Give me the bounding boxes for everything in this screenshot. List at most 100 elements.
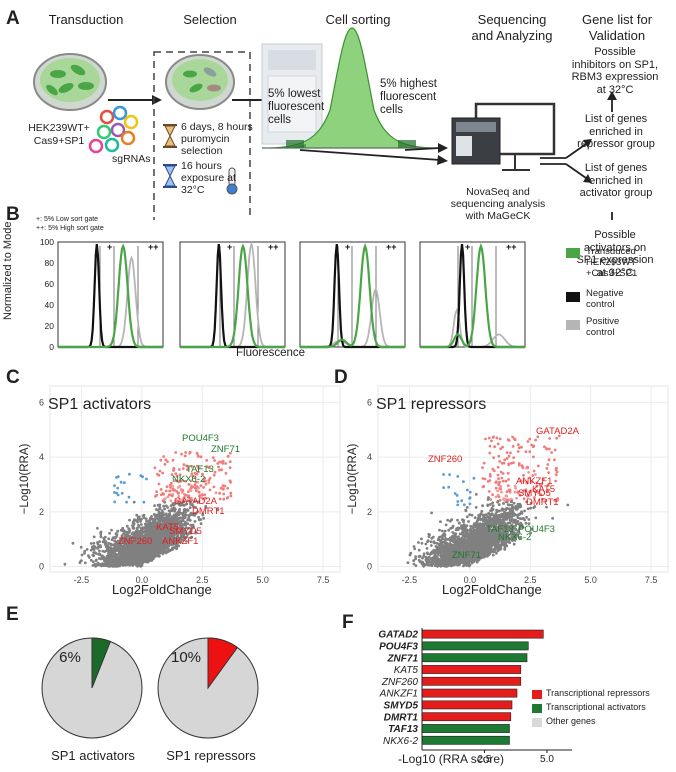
data-point xyxy=(427,532,431,536)
data-point xyxy=(162,492,166,496)
negative-control-curve xyxy=(180,243,285,349)
data-point xyxy=(113,484,116,487)
data-point xyxy=(523,509,526,513)
data-point xyxy=(142,516,146,520)
data-point xyxy=(87,554,90,558)
data-point xyxy=(507,525,511,528)
data-point xyxy=(168,483,172,487)
data-point xyxy=(129,538,133,541)
data-point xyxy=(92,551,96,555)
data-point xyxy=(462,529,466,533)
y-tick-label: 6 xyxy=(39,397,44,407)
data-point xyxy=(140,517,143,521)
panel-c-letter: C xyxy=(6,367,20,388)
data-point xyxy=(477,514,480,517)
data-point xyxy=(113,546,117,550)
data-point xyxy=(130,544,133,548)
y-tick-label: 4 xyxy=(39,452,44,462)
data-point xyxy=(116,529,119,533)
data-point xyxy=(211,456,215,459)
data-point xyxy=(165,541,169,544)
data-point xyxy=(175,499,179,503)
data-point xyxy=(195,451,199,455)
data-point xyxy=(137,523,140,527)
data-point xyxy=(99,557,103,561)
data-point xyxy=(480,509,484,513)
data-point xyxy=(136,520,139,524)
data-point xyxy=(167,513,171,517)
data-point xyxy=(213,470,217,474)
data-point xyxy=(162,504,166,508)
data-point xyxy=(187,532,191,535)
data-point xyxy=(121,557,124,561)
data-point xyxy=(189,502,193,506)
legend-label: Positive control xyxy=(586,316,620,338)
data-point xyxy=(196,480,200,484)
data-point xyxy=(217,465,220,469)
gene-label: KAT5 xyxy=(156,522,179,533)
data-point xyxy=(120,491,124,495)
panel-a-diagram xyxy=(33,27,617,220)
data-point xyxy=(105,564,108,567)
data-point xyxy=(175,474,179,478)
data-point xyxy=(169,537,173,541)
data-point xyxy=(172,469,175,472)
data-point xyxy=(152,513,156,516)
gate-high-label: ++ xyxy=(268,242,279,252)
data-point xyxy=(148,518,152,522)
panel-a-letter: A xyxy=(6,8,20,29)
data-point xyxy=(170,522,173,526)
data-point xyxy=(412,545,416,548)
data-point xyxy=(224,471,228,475)
data-point xyxy=(458,521,461,525)
negative-control-curve xyxy=(300,243,405,349)
data-point xyxy=(485,513,488,516)
data-point xyxy=(131,524,134,528)
data-point xyxy=(173,509,177,513)
y-tick-label: 80 xyxy=(45,258,55,268)
data-point xyxy=(171,527,175,531)
x-tick-label: 2.5 xyxy=(196,575,209,585)
data-point xyxy=(98,549,101,553)
data-point xyxy=(218,497,222,501)
data-point xyxy=(161,520,165,523)
data-point xyxy=(171,485,175,488)
data-point xyxy=(518,536,522,540)
data-point xyxy=(138,539,141,543)
data-point xyxy=(158,527,162,531)
data-point xyxy=(208,476,212,480)
data-point xyxy=(176,520,180,524)
legend-swatch xyxy=(566,248,580,258)
data-point xyxy=(178,508,182,511)
data-point xyxy=(185,535,189,539)
data-point xyxy=(502,502,505,505)
data-point xyxy=(169,504,173,507)
data-point xyxy=(144,550,148,554)
data-point xyxy=(524,521,528,525)
inhibitors-label: Possible inhibitors on SP1, RBM3 express… xyxy=(571,46,659,96)
data-point xyxy=(226,455,230,458)
data-point xyxy=(522,479,525,483)
data-point xyxy=(430,511,433,515)
data-point xyxy=(166,547,169,551)
data-point xyxy=(467,564,471,568)
data-point xyxy=(177,480,181,484)
data-point xyxy=(83,551,86,555)
data-point xyxy=(132,500,136,504)
data-point xyxy=(130,559,134,562)
data-point xyxy=(136,559,139,563)
data-point xyxy=(174,479,177,482)
data-point xyxy=(460,524,463,527)
data-point xyxy=(125,554,129,557)
data-point xyxy=(417,541,420,544)
data-point xyxy=(496,500,499,504)
data-point xyxy=(164,458,168,462)
data-point xyxy=(566,503,570,507)
data-point xyxy=(175,540,179,543)
data-point xyxy=(172,519,176,523)
data-point xyxy=(201,497,205,501)
data-point xyxy=(516,516,520,519)
data-point xyxy=(204,496,208,500)
data-point xyxy=(222,487,225,490)
positive-control-curve xyxy=(58,255,163,348)
